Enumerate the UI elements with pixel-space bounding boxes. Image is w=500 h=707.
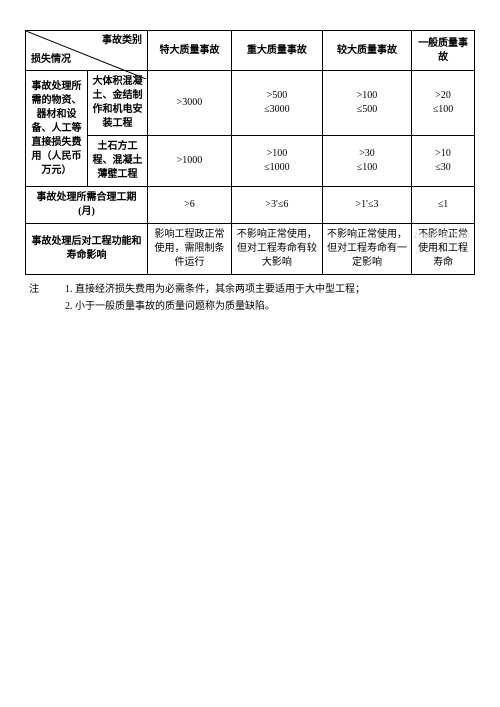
cell: >6 [148,187,232,224]
sub-row-2-label: 土石方工程、混凝土薄壁工程 [88,136,148,187]
cell: >100 ≤1000 [231,136,322,187]
col-header-3: 较大质量事故 [322,31,411,71]
note-prefix-empty [29,298,65,315]
note-text: 1. 直接经济损失费用为必需条件，其余两项主要适用于大中型工程； [65,281,365,298]
cell: 影响工程政正常使用，需限制条件运行 [148,224,232,275]
cell: >1000 [148,136,232,187]
cell: >3'≤6 [231,187,322,224]
cell: >100 ≤500 [322,71,411,136]
diagonal-header: 事故类别 损失情况 [26,31,148,71]
note-2: 2. 小于一般质量事故的质量问题称为质量缺陷。 [29,298,475,315]
cell: >1'≤3 [322,187,411,224]
cell: >3000 [148,71,232,136]
col-header-4: 一般质量事故 [412,31,475,71]
cell: 不影响正常使用，但对工程寿命有一定影响 [322,224,411,275]
header-top-label: 事故类别 [102,34,142,48]
cell: ≤1 [412,187,475,224]
cell: >30 ≤100 [322,136,411,187]
col-header-1: 特大质量事故 [148,31,232,71]
note-1: 注 1. 直接经济损失费用为必需条件，其余两项主要适用于大中型工程； [29,281,475,298]
row-group-1-label: 事故处理所需的物资、器材和设备、人工等直接损失费用（人民币万元） [26,71,88,187]
row-2-label: 事故处理所需合理工期(月) [26,187,148,224]
cell: >10 ≤30 [412,136,475,187]
row-3-label: 事故处理后对工程功能和寿命影响 [26,224,148,275]
cell: >20 ≤100 [412,71,475,136]
header-bottom-label: 损失情况 [31,53,71,67]
note-prefix: 注 [29,281,65,298]
notes-section: 注 1. 直接经济损失费用为必需条件，其余两项主要适用于大中型工程； 2. 小于… [25,281,475,315]
cell: 不影响正常使用，但对工程寿命有较大影响 [231,224,322,275]
classification-table: 事故类别 损失情况 特大质量事故 重大质量事故 较大质量事故 一般质量事故 事故… [25,30,475,275]
sub-row-1-label: 大体积混凝土、金结制作和机电安装工程 [88,71,148,136]
cell: >500 ≤3000 [231,71,322,136]
watermark: zhulong.com [413,230,470,241]
col-header-2: 重大质量事故 [231,31,322,71]
note-text: 2. 小于一般质量事故的质量问题称为质量缺陷。 [65,298,275,315]
